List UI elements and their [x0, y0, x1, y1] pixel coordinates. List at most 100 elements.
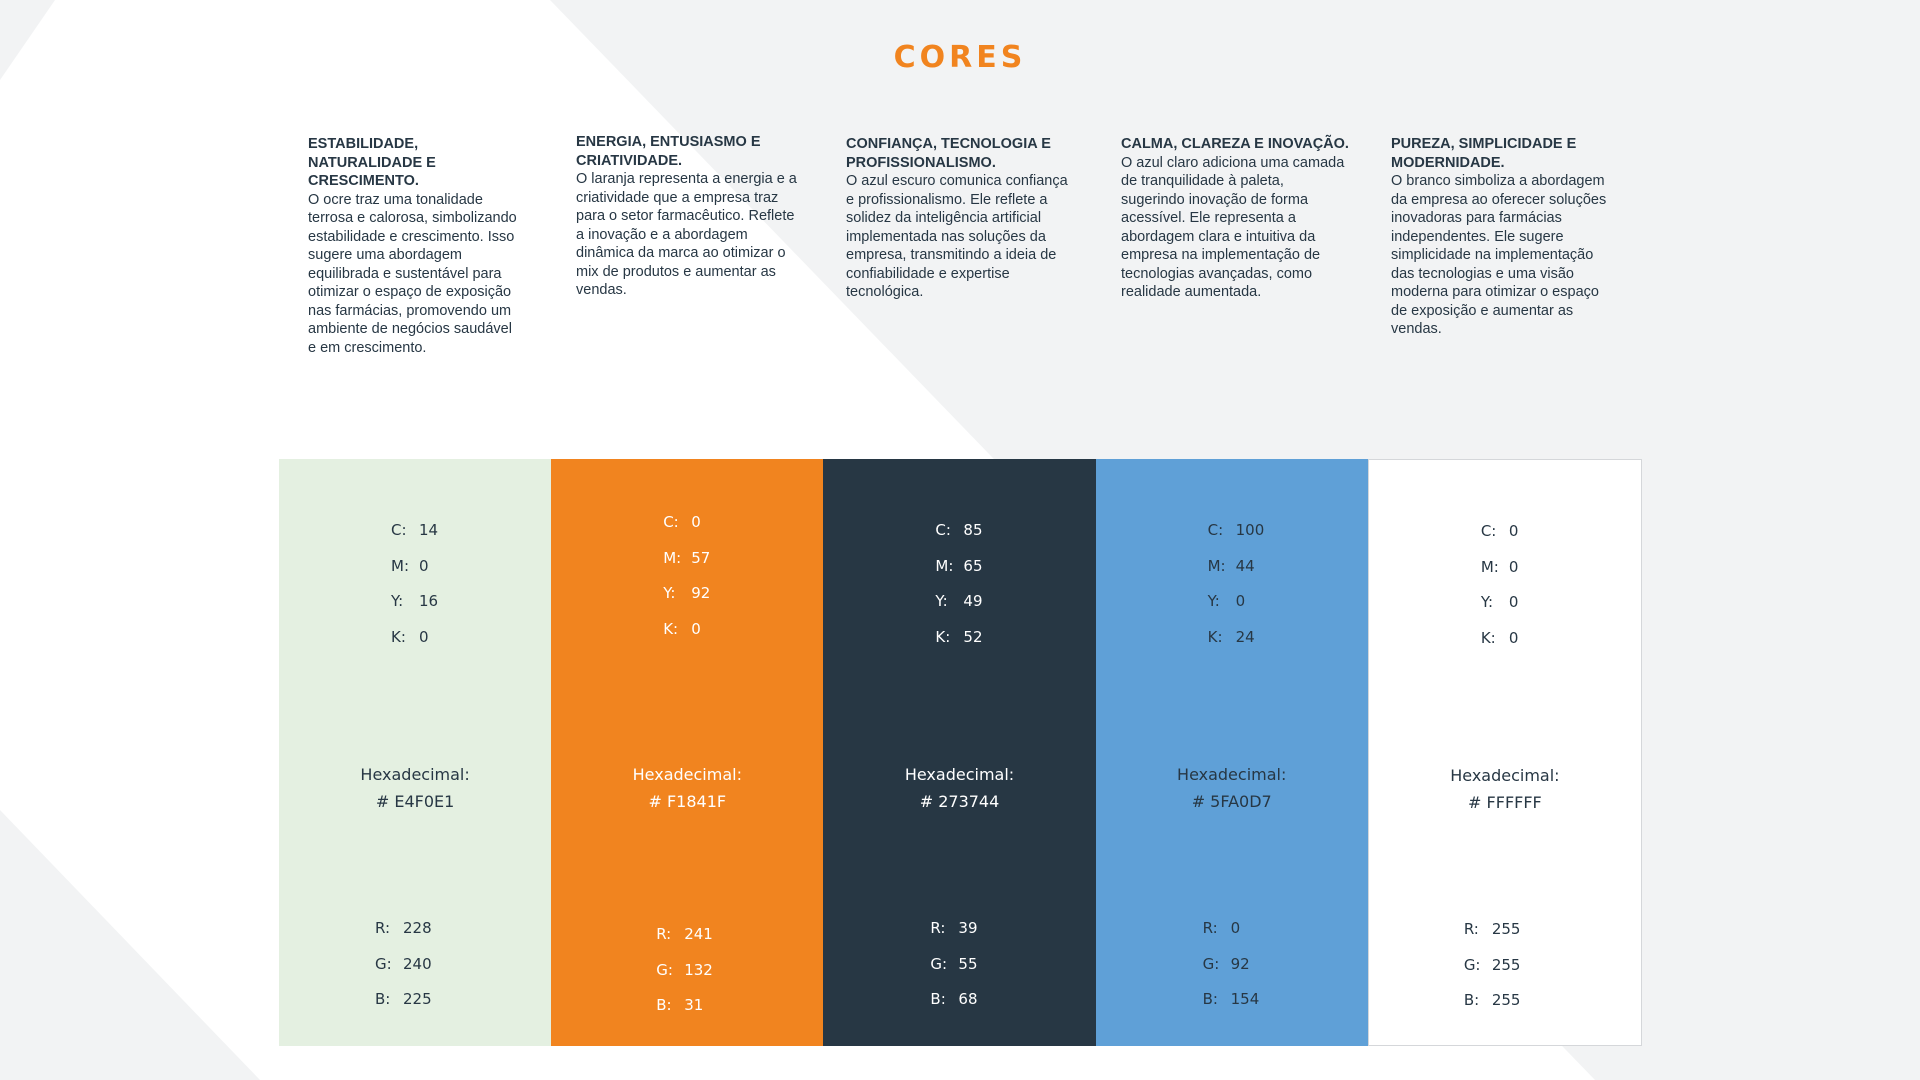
cmyk-label: K: [391, 627, 406, 646]
cmyk-label: K: [1207, 627, 1223, 646]
rgb-value: 31 [684, 996, 704, 1014]
rgb-label: B: [375, 990, 391, 1008]
hex-value: # 5FA0D7 [1191, 792, 1272, 811]
rgb-value: 225 [403, 990, 432, 1008]
cmyk-value: 49 [963, 592, 983, 610]
cmyk-value: 0 [691, 619, 701, 638]
description-body: O azul escuro comunica confiança e profi… [846, 173, 1068, 300]
rgb-label: R: [930, 919, 946, 937]
cmyk-value: 44 [1235, 556, 1255, 575]
swatch-ocre: C: 14 M: 0 Y: 16 K: 0 Hexadecimal: # E4F0E1 … [279, 459, 552, 1046]
rgb-values: R: 39 G: 55 B: 68 [930, 919, 977, 1026]
cmyk-value: 65 [963, 556, 983, 575]
rgb-value: 0 [1230, 919, 1241, 937]
rgb-value: 68 [958, 990, 978, 1008]
rgb-value: 240 [403, 954, 432, 973]
cmyk-value: 0 [1508, 557, 1519, 576]
cmyk-label: Y: [663, 584, 676, 602]
cmyk-value: 0 [419, 556, 429, 575]
cmyk-values: C: 0 M: 57 Y: 92 K: 0 [663, 513, 710, 655]
hex-label: Hexadecimal: [632, 765, 742, 784]
rgb-label: G: [656, 960, 673, 979]
cmyk-label: K: [1480, 628, 1496, 647]
description-heading: CALMA, CLAREZA E INOVAÇÃO. [1121, 136, 1349, 152]
cmyk-value: 24 [1235, 627, 1255, 646]
hex-label: Hexadecimal: [360, 765, 470, 784]
rgb-value: 92 [1230, 954, 1250, 973]
description-trust: CONFIANÇA, TECNOLOGIA E PROFISSIONALISMO… [846, 135, 1074, 302]
cmyk-label: Y: [391, 592, 404, 610]
rgb-label: B: [1463, 991, 1480, 1009]
cmyk-label: K: [935, 627, 951, 646]
rgb-label: G: [1463, 955, 1481, 974]
description-body: O laranja representa a energia e a criat… [576, 171, 797, 298]
hex-label: Hexadecimal: [904, 765, 1015, 784]
description-heading: ENERGIA, ENTUSIASMO E CRIATIVIDADE. [576, 134, 761, 169]
cmyk-label: M: [935, 556, 954, 575]
cmyk-label: C: [935, 521, 951, 539]
rgb-value: 255 [1491, 920, 1521, 938]
rgb-label: B: [930, 990, 946, 1008]
description-energy: ENERGIA, ENTUSIASMO E CRIATIVIDADE. O la… [576, 133, 804, 300]
cmyk-value: 52 [963, 627, 983, 646]
hex-value: # E4F0E1 [375, 792, 455, 811]
swatch-orange: C: 0 M: 57 Y: 92 K: 0 Hexadecimal: # F1841F … [551, 459, 824, 1046]
cmyk-value: 0 [1508, 593, 1519, 611]
cmyk-value: 0 [419, 627, 429, 646]
cmyk-values: C: 14 M: 0 Y: 16 K: 0 [391, 521, 438, 663]
cmyk-label: M: [663, 548, 682, 567]
rgb-values: R: 0 G: 92 B: 154 [1203, 919, 1260, 1026]
rgb-value: 255 [1491, 991, 1521, 1009]
cmyk-label: K: [663, 619, 679, 638]
hex-value: # F1841F [648, 792, 727, 811]
description-stability: ESTABILIDADE, NATURALIDADE E CRESCIMENTO… [308, 135, 523, 357]
cmyk-label: C: [663, 513, 679, 531]
hex-block: Hexadecimal: # 273744 [823, 761, 1095, 815]
rgb-label: R: [1202, 919, 1218, 937]
cmyk-value: 16 [419, 592, 439, 610]
cmyk-value: 85 [963, 521, 983, 539]
hex-block: Hexadecimal: # E4F0E1 [279, 761, 551, 815]
color-swatches: C: 14 M: 0 Y: 16 K: 0 Hexadecimal: # E4F0E1 … [279, 459, 1643, 1046]
hex-block: Hexadecimal: # FFFFFF [1369, 762, 1641, 816]
rgb-value: 255 [1491, 955, 1521, 974]
cmyk-values: C: 100 M: 44 Y: 0 K: 24 [1208, 521, 1265, 663]
description-heading: PUREZA, SIMPLICIDADE E MODERNIDADE. [1391, 136, 1577, 171]
cmyk-values: C: 0 M: 0 Y: 0 K: 0 [1481, 522, 1519, 664]
cmyk-value: 57 [691, 548, 711, 567]
cmyk-label: Y: [1480, 593, 1494, 611]
description-heading: CONFIANÇA, TECNOLOGIA E PROFISSIONALISMO… [846, 136, 1051, 171]
cmyk-label: M: [1480, 557, 1499, 576]
swatch-white: C: 0 M: 0 Y: 0 K: 0 Hexadecimal: # FFFFFF R:… [1367, 459, 1643, 1046]
description-purity: PUREZA, SIMPLICIDADE E MODERNIDADE. O br… [1391, 135, 1619, 339]
hex-label: Hexadecimal: [1177, 765, 1287, 784]
cmyk-label: Y: [935, 592, 948, 610]
description-body: O branco simboliza a abordagem da empres… [1391, 173, 1607, 337]
cmyk-label: Y: [1207, 592, 1220, 610]
cmyk-value: 14 [419, 521, 439, 539]
description-heading: ESTABILIDADE, NATURALIDADE E CRESCIMENTO… [308, 136, 436, 189]
rgb-label: G: [375, 954, 392, 973]
cmyk-value: 100 [1235, 521, 1265, 539]
cmyk-label: M: [1207, 556, 1226, 575]
page-title: CORES [893, 40, 1027, 75]
cmyk-label: C: [1207, 521, 1224, 539]
rgb-value: 55 [958, 954, 978, 973]
rgb-label: R: [1463, 920, 1479, 938]
rgb-value: 39 [958, 919, 978, 937]
swatch-dark-blue: C: 85 M: 65 Y: 49 K: 52 Hexadecimal: # 27374… [823, 459, 1096, 1046]
swatch-light-blue: C: 100 M: 44 Y: 0 K: 24 Hexadecimal: # 5FA0D… [1095, 459, 1368, 1046]
cmyk-value: 0 [1508, 628, 1519, 647]
cmyk-value: 0 [691, 513, 701, 531]
hex-block: Hexadecimal: # F1841F [551, 761, 823, 815]
rgb-value: 241 [684, 925, 713, 943]
rgb-label: B: [656, 996, 672, 1014]
cmyk-value: 0 [1235, 592, 1246, 610]
rgb-label: G: [930, 954, 948, 973]
rgb-label: B: [1202, 990, 1218, 1008]
rgb-value: 154 [1230, 990, 1260, 1008]
rgb-label: G: [1202, 954, 1220, 973]
hex-label: Hexadecimal: [1450, 766, 1560, 785]
rgb-values: R: 241 G: 132 B: 31 [656, 925, 713, 1032]
description-body: O azul claro adiciona uma camada de tran… [1121, 154, 1345, 301]
